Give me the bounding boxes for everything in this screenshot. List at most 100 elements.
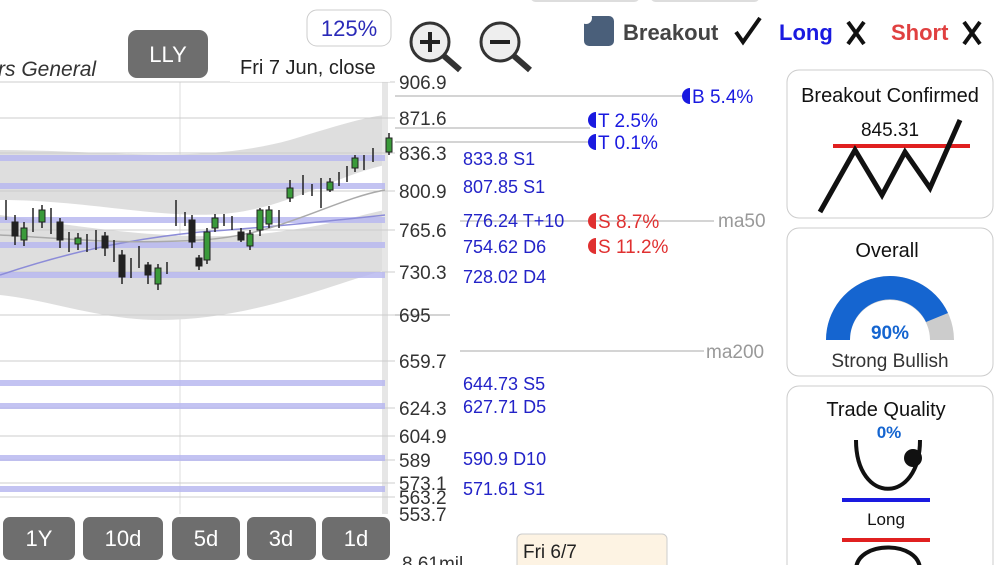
text: 644.73: [463, 374, 518, 394]
price-tick: 836.3: [399, 144, 447, 165]
period-buttons: 1Y 10d 5d 3d 1d: [3, 517, 390, 560]
level: 571.61 S1: [463, 479, 545, 499]
text: T: [598, 111, 610, 132]
text: 833.8: [463, 149, 508, 169]
text: 5.4%: [710, 87, 753, 108]
price-tick: 553.7: [399, 505, 447, 526]
text: D6: [523, 237, 546, 257]
text: 11.2%: [616, 237, 669, 258]
price-tick: 604.9: [399, 427, 447, 448]
text: S: [598, 237, 611, 258]
text: 754.62: [463, 237, 518, 257]
text: 2.5%: [615, 111, 658, 132]
level: 644.73 S5: [463, 374, 545, 394]
price-tick: 573.1: [399, 474, 447, 495]
text: S1: [523, 177, 545, 197]
level: 590.9 D10: [463, 449, 546, 469]
text: B: [692, 87, 705, 108]
tooltip: [516, 533, 668, 565]
price-tick: 906.9: [399, 73, 447, 94]
text: 728.02: [463, 267, 518, 287]
zoom-in[interactable]: [409, 21, 462, 73]
date-label: Fri 7 Jun, close: [240, 57, 376, 79]
zoom-level: 125%: [321, 16, 377, 41]
period-button[interactable]: [3, 517, 75, 560]
breakout-card: Breakout Confirmed 845.31: [786, 69, 994, 219]
trade-quality-score: 0%: [877, 423, 902, 442]
period-button[interactable]: [172, 517, 240, 560]
price-tick: 563.2: [399, 488, 447, 509]
symbol: LLY: [149, 42, 187, 67]
level: 754.62 D6: [463, 237, 546, 257]
period-button[interactable]: [247, 517, 316, 560]
date-box: [230, 52, 390, 82]
ma-label: ma200: [706, 342, 764, 363]
trade-side: Long: [867, 510, 905, 529]
trade-quality-card: Trade Quality 0% Long: [786, 385, 994, 565]
text: 571.61: [463, 479, 518, 499]
zoom-out[interactable]: [479, 21, 532, 73]
text: 807.85: [463, 177, 518, 197]
price-axis: 906.9 871.6 836.3 800.9 765.6 730.3 695 …: [399, 73, 463, 565]
text: D5: [523, 397, 546, 417]
chart-title: rs General: [0, 58, 97, 81]
text: S5: [523, 374, 545, 394]
text: D10: [513, 449, 546, 469]
text: 590.9: [463, 449, 508, 469]
period-label: 3d: [269, 526, 293, 551]
zoom-level-box: [306, 9, 392, 47]
price-tick: 659.7: [399, 352, 447, 373]
level: 776.24 T+10: [463, 211, 564, 231]
price-tick: 871.6: [399, 109, 447, 130]
legend-breakout: Breakout: [623, 20, 719, 45]
period-button[interactable]: [322, 517, 390, 560]
overall-score: 90%: [871, 323, 909, 344]
level: 728.02 D4: [463, 267, 546, 287]
price-tick: 800.9: [399, 182, 447, 203]
chart-area: [0, 81, 395, 514]
level-lines: [395, 95, 714, 352]
legend-long: Long: [779, 20, 833, 45]
legend: Breakout Long Short: [580, 12, 982, 46]
text: S1: [513, 149, 535, 169]
price-tick: 765.6: [399, 221, 447, 242]
text: S: [598, 212, 611, 233]
text: 8.7%: [616, 212, 659, 233]
price-tick: 730.3: [399, 263, 447, 284]
target: S 8.7%: [598, 212, 659, 233]
card-title: Trade Quality: [826, 399, 945, 421]
breakout-price: 845.31: [861, 120, 919, 141]
price-tick: 695: [399, 306, 431, 327]
price-tick: 624.3: [399, 399, 447, 420]
target: B 5.4%: [692, 87, 753, 108]
level: 833.8 S1: [463, 149, 535, 169]
level: 807.85 S1: [463, 177, 545, 197]
card-title: Breakout Confirmed: [801, 85, 979, 107]
text: D4: [523, 267, 546, 287]
text: 627.71: [463, 397, 518, 417]
text: 0.1%: [615, 133, 658, 154]
ma-label: ma50: [718, 211, 766, 232]
legend-short: Short: [891, 20, 949, 45]
levels: 833.8 S1 807.85 S1 776.24 T+10 754.62 D6…: [463, 149, 564, 499]
period-label: 10d: [105, 526, 142, 551]
text: S1: [523, 479, 545, 499]
text: T: [598, 133, 610, 154]
period-button[interactable]: [83, 517, 163, 560]
targets: B 5.4% T 2.5% T 0.1% S 8.7% S 11.2%: [588, 87, 753, 258]
card-title: Overall: [855, 240, 918, 262]
target: S 11.2%: [598, 237, 669, 258]
text: T+10: [523, 211, 565, 231]
overall-verdict: Strong Bullish: [831, 351, 948, 372]
symbol-button[interactable]: [128, 30, 208, 78]
volume-label: 8.61mil: [402, 554, 463, 565]
period-label: 1d: [344, 526, 368, 551]
breakout-icon: [584, 16, 614, 46]
overall-card: Overall 90% Strong Bullish: [786, 227, 994, 377]
target: T 2.5%: [598, 111, 658, 132]
price-tick: 589: [399, 451, 431, 472]
level: 627.71 D5: [463, 397, 546, 417]
text: 776.24: [463, 211, 518, 231]
tooltip-text: Fri 6/7: [523, 542, 577, 563]
